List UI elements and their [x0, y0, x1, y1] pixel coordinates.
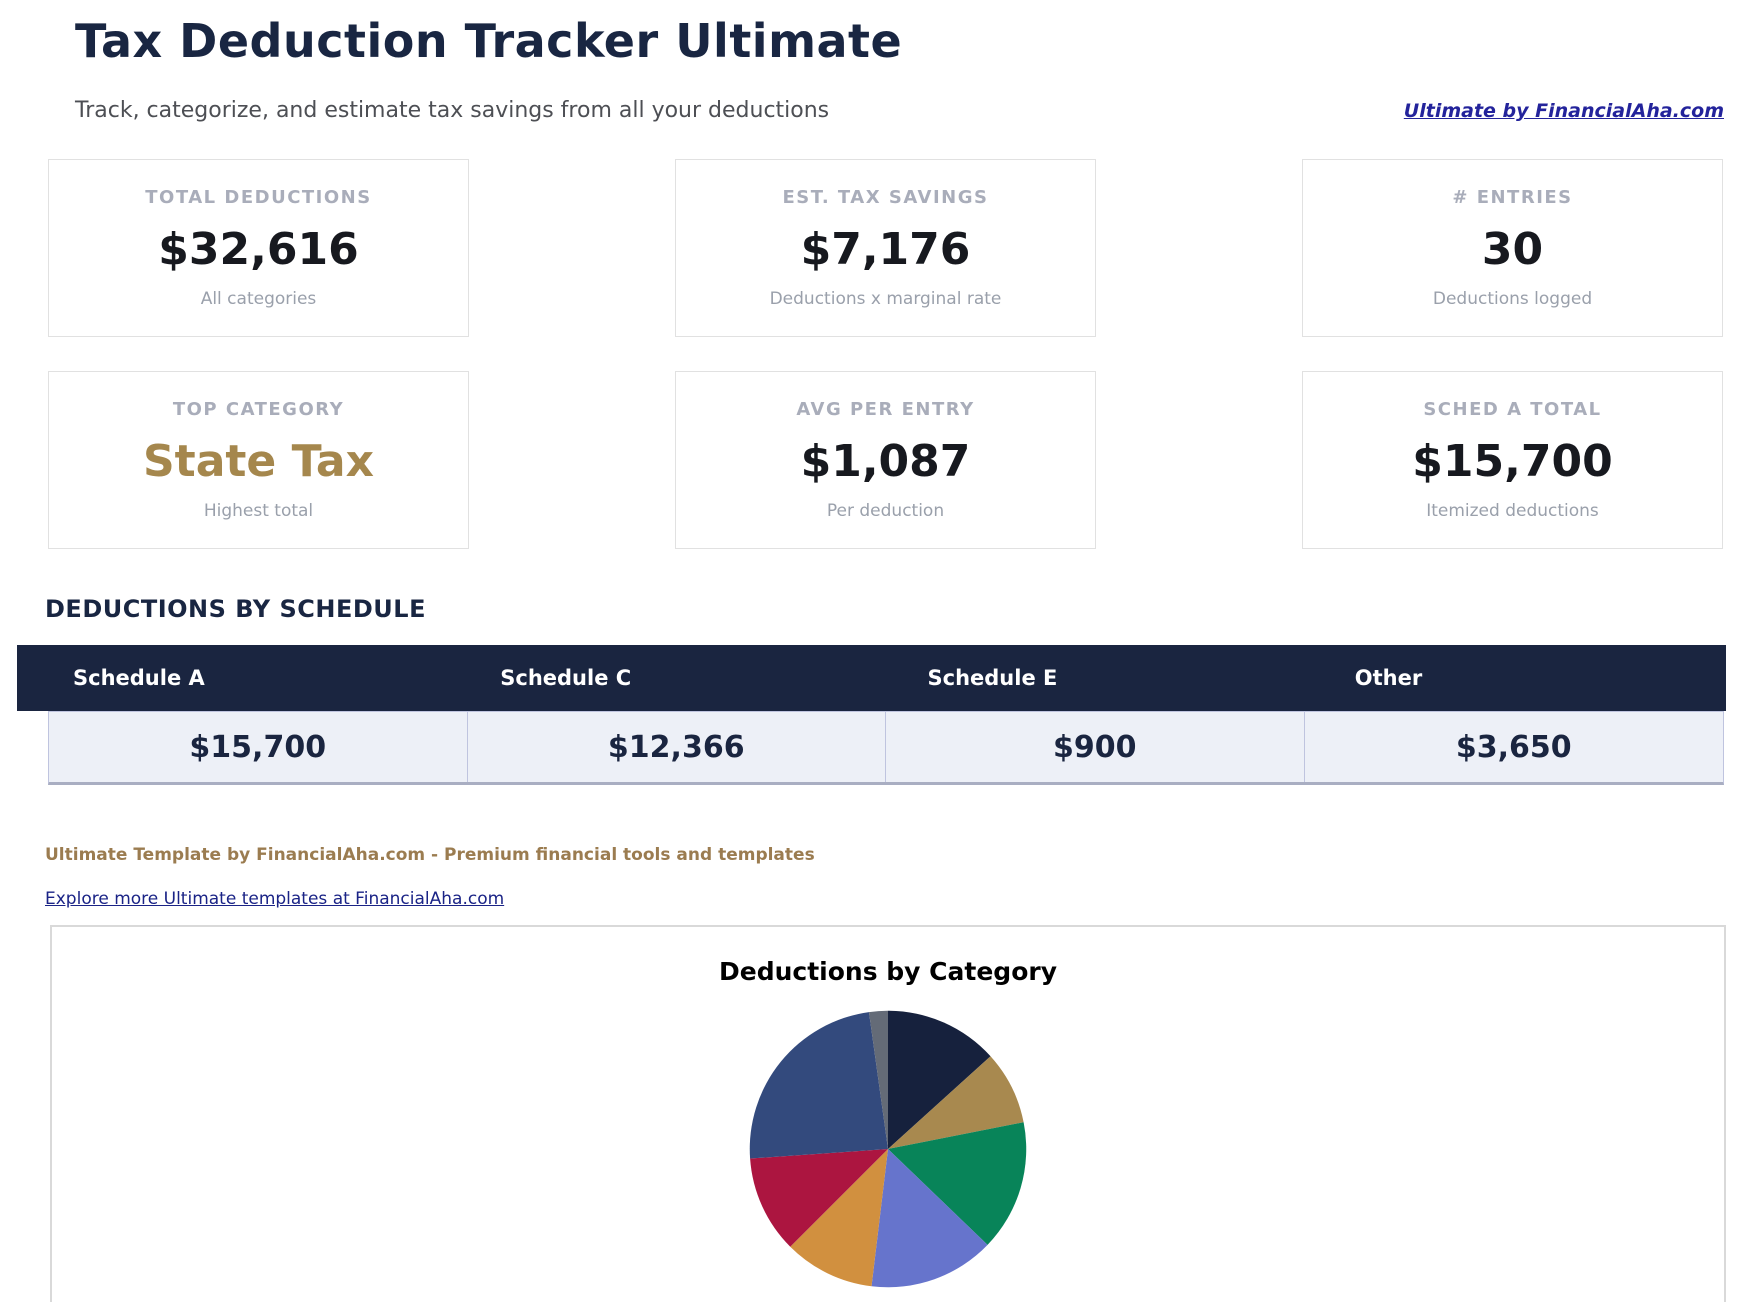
stat-card-total-deductions: TOTAL DEDUCTIONS $32,616 All categories	[48, 159, 469, 337]
schedule-header-schedule-e: Schedule E	[927, 666, 1058, 690]
pie-slice-periwinkle	[871, 1149, 988, 1288]
stat-label: TOP CATEGORY	[172, 399, 345, 420]
schedule-value-schedule-e: $900	[886, 712, 1305, 782]
stat-sublabel: Per deduction	[826, 501, 945, 521]
chart-title: Deductions by Category	[718, 957, 1057, 986]
chart-panel: Deductions by Category	[50, 925, 1726, 1302]
schedule-header-schedule-a: Schedule A	[73, 666, 205, 690]
stat-label: SCHED A TOTAL	[1423, 399, 1602, 420]
section-title-deductions-by-schedule: DEDUCTIONS BY SCHEDULE	[45, 595, 426, 623]
stat-sublabel: All categories	[200, 289, 317, 309]
stat-card-est-tax-savings: EST. TAX SAVINGS $7,176 Deductions x mar…	[675, 159, 1096, 337]
stat-value: $1,087	[800, 436, 971, 487]
stat-card-top-category: TOP CATEGORY State Tax Highest total	[48, 371, 469, 549]
stat-card-avg-per-entry: AVG PER ENTRY $1,087 Per deduction	[675, 371, 1096, 549]
schedule-value-schedule-a: $15,700	[49, 712, 468, 782]
stat-label: AVG PER ENTRY	[796, 399, 975, 420]
stat-value: $15,700	[1412, 436, 1613, 487]
subtitle-row: Track, categorize, and estimate tax savi…	[75, 98, 1726, 123]
pie-slice-steel-blue	[749, 1012, 888, 1159]
pie-slice-dark-navy	[888, 1010, 991, 1149]
pie-slice-gray	[868, 1010, 888, 1149]
stat-value: $32,616	[158, 224, 359, 275]
stat-value: 30	[1481, 224, 1544, 275]
pie-slice-orange	[790, 1149, 888, 1287]
stat-value: $7,176	[800, 224, 971, 275]
stat-sublabel: Highest total	[203, 501, 314, 521]
stat-card-sched-a-total: SCHED A TOTAL $15,700 Itemized deduction…	[1302, 371, 1723, 549]
page-subtitle: Track, categorize, and estimate tax savi…	[75, 98, 830, 123]
schedule-header-schedule-c: Schedule C	[500, 666, 632, 690]
schedule-value-schedule-c: $12,366	[468, 712, 886, 782]
schedule-value-other: $3,650	[1455, 729, 1572, 765]
stat-label: TOTAL DEDUCTIONS	[145, 187, 372, 208]
page-title: Tax Deduction Tracker Ultimate	[75, 14, 903, 68]
stat-value: State Tax	[142, 436, 375, 487]
brand-link[interactable]: Ultimate by FinancialAha.com	[1403, 100, 1724, 122]
pie-chart	[749, 1010, 1027, 1288]
stats-grid: TOTAL DEDUCTIONS $32,616 All categories …	[48, 159, 1723, 549]
stat-sublabel: Deductions logged	[1432, 289, 1593, 309]
schedule-table-values: $15,700 $12,366 $900 $3,650	[48, 711, 1724, 785]
footer-tagline: Ultimate Template by FinancialAha.com - …	[45, 845, 815, 865]
schedule-table-header: Schedule A Schedule C Schedule E Other	[17, 645, 1726, 711]
pie-slice-green	[888, 1122, 1027, 1245]
schedule-header-other: Other	[1354, 666, 1423, 690]
pie-slice-tan-gold	[888, 1056, 1024, 1149]
footer-explore-link[interactable]: Explore more Ultimate templates at Finan…	[45, 889, 505, 909]
stat-label: EST. TAX SAVINGS	[782, 187, 989, 208]
pie-chart-wrapper	[52, 1008, 1724, 1290]
page: Tax Deduction Tracker Ultimate Track, ca…	[0, 14, 1743, 1302]
stat-label: # ENTRIES	[1452, 187, 1573, 208]
pie-slice-crimson	[750, 1149, 888, 1247]
stat-card-entries: # ENTRIES 30 Deductions logged	[1302, 159, 1723, 337]
stat-sublabel: Itemized deductions	[1426, 501, 1599, 521]
stat-sublabel: Deductions x marginal rate	[769, 289, 1002, 309]
